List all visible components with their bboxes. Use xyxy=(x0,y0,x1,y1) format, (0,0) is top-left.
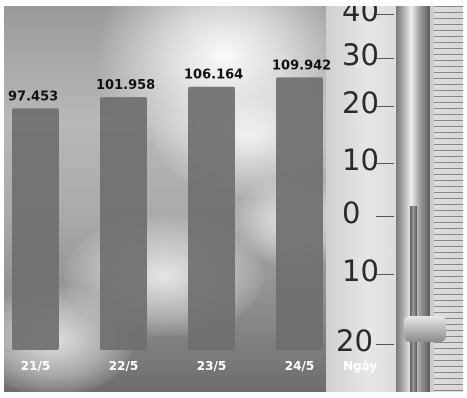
thermometer-tick xyxy=(376,106,394,107)
value-labels: 97.453 101.958 106.164 109.942 xyxy=(8,58,331,104)
value-label: 109.942 xyxy=(272,58,331,73)
thermometer-number: 20 xyxy=(336,324,373,358)
category-label: 22/5 xyxy=(109,359,138,373)
bar-series xyxy=(12,77,323,350)
category-label: 21/5 xyxy=(21,359,50,373)
category-label: 23/5 xyxy=(197,359,226,373)
value-label: 101.958 xyxy=(96,78,155,93)
thermometer-tick xyxy=(376,163,394,164)
thermometer-number: 10 xyxy=(342,254,379,288)
bar-24/5 xyxy=(276,77,323,350)
thermometer-tick xyxy=(376,216,394,217)
thermometer-number: 20 xyxy=(342,86,379,120)
category-label: 24/5 xyxy=(285,359,314,373)
bar-23/5 xyxy=(188,86,235,350)
x-axis-label: Ngày xyxy=(343,359,377,373)
value-label: 106.164 xyxy=(184,68,243,83)
bar-22/5 xyxy=(100,97,147,350)
thermometer-tick xyxy=(376,14,394,15)
thermometer-number: 30 xyxy=(342,38,379,72)
thermometer-tick xyxy=(376,58,394,59)
thermometer-number: 10 xyxy=(342,143,379,177)
thermometer-clip xyxy=(404,316,446,342)
thermometer-fluid xyxy=(410,206,417,392)
bar-21/5 xyxy=(12,108,59,350)
category-labels: 21/5 22/5 23/5 24/5 xyxy=(21,359,314,373)
thermometer-number: 0 xyxy=(342,196,361,230)
thermometer-number: 40 xyxy=(342,6,379,28)
thermometer-tick xyxy=(376,274,394,275)
value-label: 97.453 xyxy=(8,89,58,104)
thermometer-tick xyxy=(376,344,394,345)
